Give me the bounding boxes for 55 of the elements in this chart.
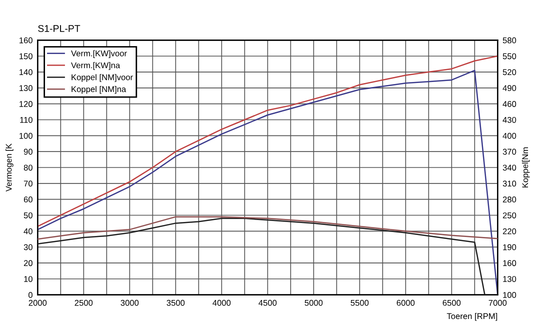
y2-tick-label: 490 bbox=[502, 85, 516, 92]
line-series bbox=[38, 216, 498, 240]
y2-tick-label: 310 bbox=[502, 180, 516, 187]
line-series bbox=[38, 218, 486, 295]
y-tick-label: 0 bbox=[28, 292, 32, 298]
y2-tick-label: 130 bbox=[503, 276, 516, 282]
x-tick-label: 5500 bbox=[350, 300, 369, 306]
y-tick-label: 110 bbox=[20, 116, 32, 123]
y-tick-label: 130 bbox=[20, 85, 32, 92]
y-tick-label: 100 bbox=[20, 132, 32, 139]
y2-tick-label: 250 bbox=[502, 212, 516, 218]
y-tick-label: 160 bbox=[20, 37, 32, 44]
y2-tick-label: 520 bbox=[502, 69, 516, 76]
y2-tick-label: 550 bbox=[502, 53, 516, 60]
x-tick-label: 5000 bbox=[304, 300, 323, 306]
x-tick-label: 6000 bbox=[396, 300, 415, 306]
x-tick-label: 2500 bbox=[74, 300, 93, 306]
y-tick-label: 80 bbox=[24, 164, 32, 171]
x-tick-label: 4500 bbox=[258, 300, 277, 306]
y2-tick-label: 430 bbox=[502, 116, 516, 123]
legend-label: Verm.[KW]na bbox=[71, 62, 120, 70]
x-tick-label: 3500 bbox=[166, 300, 185, 306]
y-tick-label: 120 bbox=[20, 101, 32, 107]
legend-label: Verm.[KW]voor bbox=[71, 50, 127, 58]
y2-tick-label: 160 bbox=[503, 260, 516, 266]
y2-tick-label: 340 bbox=[502, 164, 516, 171]
y-tick-label: 70 bbox=[24, 180, 32, 187]
y2-tick-label: 220 bbox=[502, 228, 516, 234]
y-axis-title: Vermogen [K bbox=[6, 144, 14, 192]
y-tick-label: 30 bbox=[24, 244, 32, 250]
x-axis-title: Toeren [RPM] bbox=[446, 312, 498, 321]
y-tick-label: 60 bbox=[24, 196, 32, 202]
y-tick-label: 50 bbox=[24, 212, 32, 218]
y-tick-label: 40 bbox=[24, 228, 32, 234]
y2-tick-label: 400 bbox=[502, 132, 516, 139]
y-tick-label: 20 bbox=[24, 260, 32, 266]
y2-tick-label: 190 bbox=[503, 244, 516, 250]
y-tick-label: 90 bbox=[24, 148, 32, 155]
x-tick-label: 4000 bbox=[212, 300, 231, 306]
legend-label: Koppel [NM]voor bbox=[72, 74, 133, 82]
y2-tick-label: 280 bbox=[502, 196, 516, 202]
legend-label: Koppel [NM]na bbox=[72, 86, 126, 94]
x-tick-label: 7000 bbox=[488, 300, 507, 306]
chart-title: S1-PL-PT bbox=[38, 25, 80, 32]
y2-axis-title: Koppel[Nm bbox=[522, 147, 530, 188]
x-tick-label: 3000 bbox=[120, 300, 139, 306]
y2-tick-label: 370 bbox=[502, 148, 516, 155]
y-tick-label: 150 bbox=[20, 53, 32, 60]
y2-tick-label: 580 bbox=[502, 37, 516, 44]
y-tick-label: 140 bbox=[20, 69, 32, 76]
y-tick-label: 10 bbox=[24, 276, 32, 282]
x-tick-label: 2000 bbox=[28, 300, 47, 306]
x-tick-label: 6500 bbox=[442, 300, 461, 306]
y2-tick-label: 100 bbox=[503, 292, 516, 298]
y2-tick-label: 460 bbox=[502, 101, 516, 107]
